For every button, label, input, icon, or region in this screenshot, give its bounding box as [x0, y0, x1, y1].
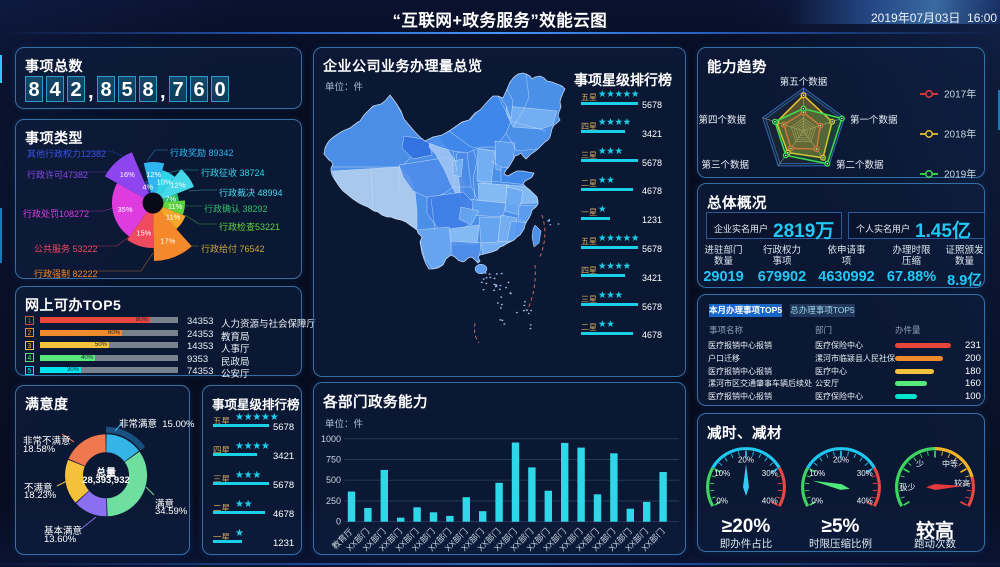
- svg-text:12%: 12%: [146, 170, 161, 179]
- svg-text:15%: 15%: [136, 229, 151, 238]
- svg-text:35%: 35%: [117, 205, 132, 214]
- svg-text:16%: 16%: [120, 170, 135, 179]
- svg-text:1000: 1000: [321, 434, 341, 444]
- svg-text:30%: 30%: [762, 469, 778, 478]
- svg-text:17%: 17%: [160, 236, 175, 245]
- svg-text:2017年: 2017年: [944, 88, 976, 101]
- svg-text:11%: 11%: [168, 202, 183, 211]
- svg-text:第二个数据: 第二个数据: [836, 159, 884, 171]
- svg-text:11%: 11%: [166, 213, 181, 222]
- svg-text:7%: 7%: [165, 194, 176, 203]
- svg-text:第一个数据: 第一个数据: [850, 114, 898, 126]
- svg-text:较高: 较高: [954, 478, 970, 488]
- svg-text:20%: 20%: [738, 455, 754, 464]
- svg-text:第三个数据: 第三个数据: [701, 159, 749, 171]
- svg-text:750: 750: [326, 455, 341, 465]
- svg-text:中等: 中等: [942, 459, 958, 469]
- svg-text:250: 250: [326, 496, 341, 506]
- svg-text:第四个数据: 第四个数据: [698, 114, 746, 126]
- svg-text:40%: 40%: [762, 497, 778, 506]
- svg-text:10%: 10%: [714, 469, 730, 478]
- svg-text:少: 少: [916, 460, 924, 469]
- svg-text:第五个数据: 第五个数据: [780, 76, 828, 88]
- svg-text:4%: 4%: [142, 182, 153, 191]
- svg-text:2019年: 2019年: [944, 168, 976, 180]
- svg-text:10%: 10%: [157, 177, 172, 186]
- svg-text:30%: 30%: [856, 469, 872, 478]
- svg-text:0%: 0%: [811, 497, 823, 506]
- svg-text:40%: 40%: [856, 497, 872, 506]
- svg-text:极少: 极少: [900, 482, 916, 492]
- svg-text:0: 0: [336, 517, 341, 527]
- svg-text:12%: 12%: [170, 181, 185, 190]
- svg-text:500: 500: [326, 475, 341, 485]
- svg-text:0%: 0%: [716, 497, 728, 506]
- svg-text:2018年: 2018年: [944, 128, 976, 141]
- svg-text:20%: 20%: [832, 455, 848, 464]
- svg-text:10%: 10%: [809, 469, 825, 478]
